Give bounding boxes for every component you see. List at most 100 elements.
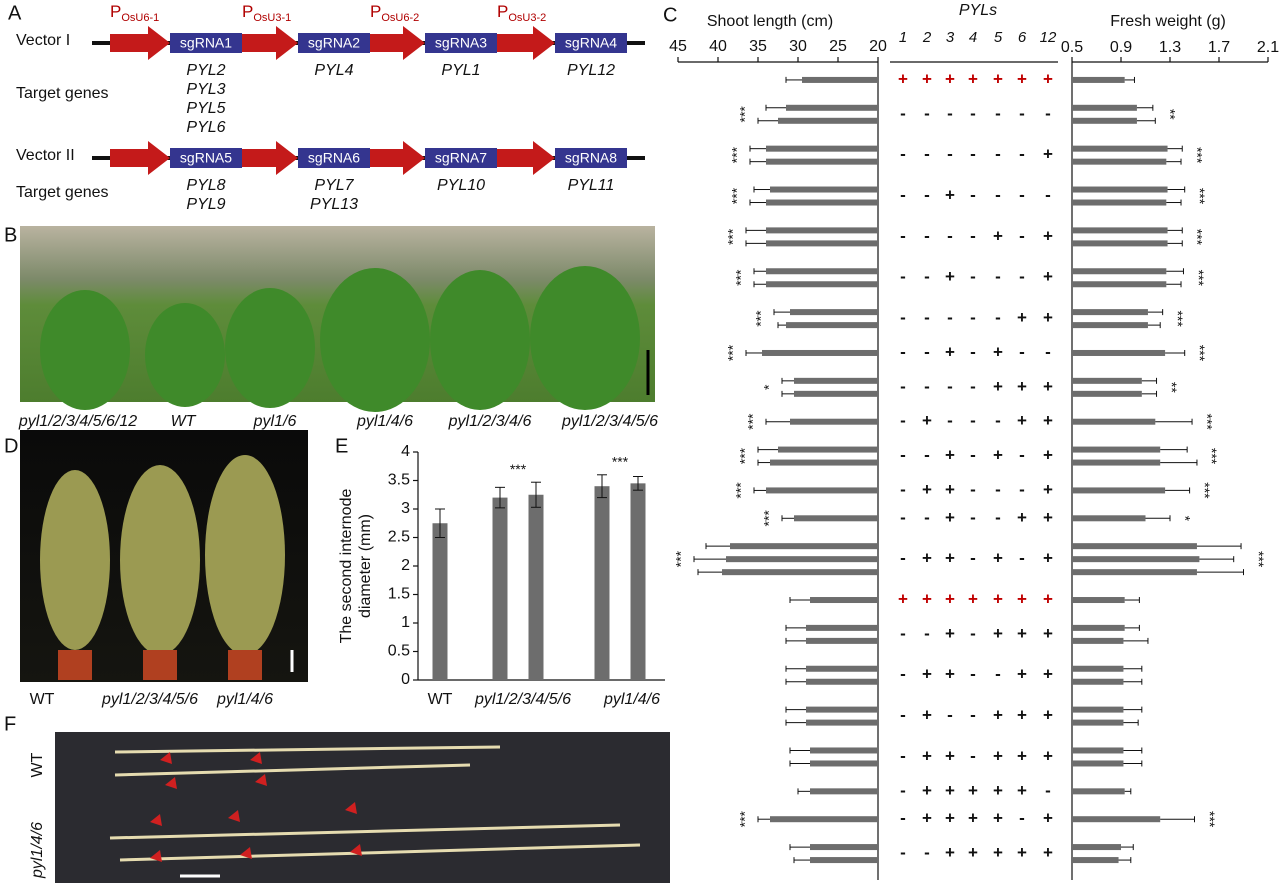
pyl-sign: + [993, 746, 1003, 765]
bar [528, 494, 544, 680]
shoot-bar [770, 186, 878, 193]
shoot-bar [766, 240, 878, 247]
y-tick-label: 3.5 [388, 472, 410, 489]
significance: *** [1251, 551, 1267, 568]
plants-d [40, 455, 285, 680]
shoot-bar [762, 349, 878, 356]
pyl-sign: - [947, 226, 953, 245]
promoter-arrow [370, 26, 425, 60]
pyl-sign: - [995, 186, 1001, 205]
column-label: 1 [899, 29, 907, 46]
column-label: 2 [922, 29, 932, 46]
shoot-bar [778, 117, 878, 124]
x2-tick-label: 2.1 [1257, 39, 1279, 56]
caption: WT [171, 413, 197, 430]
pyl-sign: + [1017, 665, 1027, 684]
significance: *** [1192, 188, 1208, 205]
pyl-sign: - [970, 480, 976, 499]
promoter-sub: OsU6-1 [121, 12, 159, 24]
pyl-sign: - [970, 446, 976, 465]
weight-bar [1072, 158, 1167, 165]
sgrna-box [170, 148, 242, 168]
pyl-sign: - [995, 308, 1001, 327]
pyl-sign: - [924, 145, 930, 164]
x-tick-label: 25 [829, 38, 847, 55]
x2-tick-label: 0.9 [1110, 39, 1132, 56]
sgrna-label: sgRNA5 [180, 150, 232, 166]
shoot-bar [810, 760, 878, 767]
target-gene: PYL11 [568, 177, 615, 194]
pyl-sign: - [924, 508, 930, 527]
pyl-sign: - [900, 446, 906, 465]
shoot-bar [794, 515, 878, 522]
y-tick-label: 0.5 [388, 643, 410, 660]
sgrna-label: sgRNA6 [308, 150, 360, 166]
x-tick-label: 30 [789, 38, 807, 55]
pyl-sign: + [1043, 69, 1053, 88]
target-gene: PYL1 [441, 62, 480, 79]
x-tick-label: 45 [669, 38, 687, 55]
weight-bar [1072, 459, 1161, 466]
pyl-sign: + [993, 590, 1003, 609]
pyl-sign: + [1043, 706, 1053, 725]
promoter-arrow [497, 26, 555, 60]
weight-bar [1072, 788, 1125, 795]
pyl-sign: - [900, 809, 906, 828]
sgrna-box [298, 33, 370, 53]
significance: *** [745, 413, 761, 430]
pyl-sign: + [1043, 226, 1053, 245]
pyl-sign: - [900, 624, 906, 643]
pyl-sign: + [1017, 843, 1027, 862]
promoter-arrow [110, 141, 170, 175]
shoot-bar [778, 446, 878, 453]
shoot-bar [810, 597, 878, 604]
significance: *** [725, 228, 741, 245]
promoter-label: POsU3-1 [242, 2, 291, 23]
weight-bar [1072, 199, 1167, 206]
significance: * [1177, 516, 1193, 522]
shoot-bar [766, 158, 878, 165]
x2-tick-label: 1.7 [1208, 39, 1230, 56]
pyl-sign: - [995, 411, 1001, 430]
target-gene: PYL2 [186, 62, 225, 79]
pyl-sign: - [900, 706, 906, 725]
significance: *** [1190, 147, 1206, 164]
sgrna-box [425, 33, 497, 53]
pyl-sign: + [993, 226, 1003, 245]
pyl-sign: + [1043, 411, 1053, 430]
promoter-main: P [110, 2, 121, 21]
panel-label: F [4, 713, 16, 735]
pyl-sign: - [970, 411, 976, 430]
target-gene: PYL10 [437, 177, 485, 194]
y-axis-label: diameter (mm) [357, 514, 374, 618]
x-tick-label: 40 [709, 38, 727, 55]
pyl-sign: - [924, 308, 930, 327]
significance: * [761, 384, 777, 390]
promoter-main: P [242, 2, 253, 21]
axis-title: Shoot length (cm) [707, 13, 833, 30]
sgrna-label: sgRNA2 [308, 35, 360, 51]
weight-bar [1072, 556, 1200, 563]
pyl-sign: + [1017, 746, 1027, 765]
target-gene: PYL5 [186, 100, 225, 117]
panel-label: D [4, 435, 18, 457]
significance: *** [729, 187, 745, 204]
target-gene: PYL12 [567, 62, 615, 79]
sgrna-box [170, 33, 242, 53]
vector-name: Vector I [16, 32, 70, 49]
pyl-sign: + [922, 706, 932, 725]
pyl-sign: + [993, 69, 1003, 88]
pyl-sign: - [1019, 145, 1025, 164]
pyl-sign: + [922, 781, 932, 800]
pyl-sign: + [1043, 809, 1053, 828]
significance: *** [729, 146, 745, 163]
sgrna-label: sgRNA1 [180, 35, 232, 51]
pyl-sign: - [970, 226, 976, 245]
weight-bar [1072, 240, 1168, 247]
weight-bar [1072, 719, 1124, 726]
significance: *** [761, 510, 777, 527]
significance: *** [673, 550, 689, 567]
x-tick-label: 35 [749, 38, 767, 55]
weight-bar [1072, 816, 1161, 823]
pyl-sign: - [970, 624, 976, 643]
